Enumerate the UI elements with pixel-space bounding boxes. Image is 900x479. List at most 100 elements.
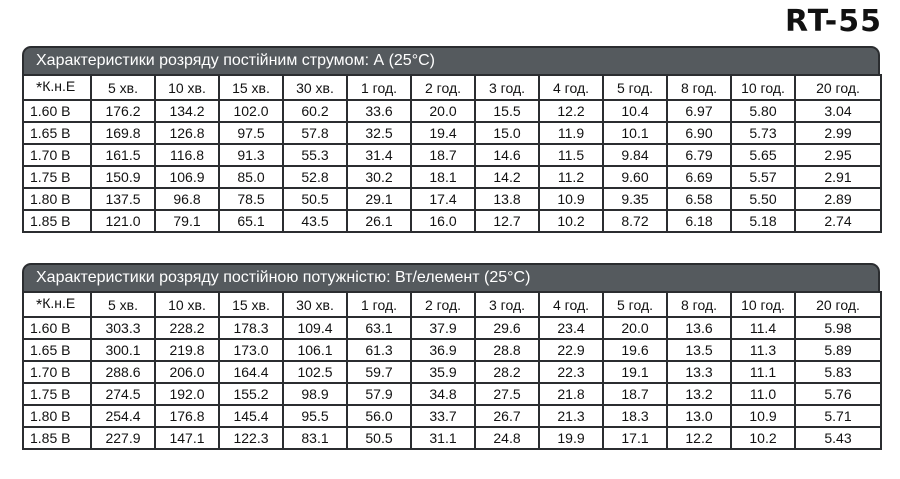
value-cell: 6.58 (666, 187, 732, 211)
value-cell: 254.4 (90, 404, 156, 428)
value-cell: 5.65 (730, 143, 796, 167)
value-cell: 35.9 (410, 360, 476, 384)
value-cell: 116.8 (154, 143, 220, 167)
header-label: К.н.Е (42, 295, 76, 311)
value-cell: 3.04 (794, 99, 882, 123)
table-row: 1.75 В 274.5 192.0 155.2 98.9 57.9 34.8 27.5 21.… (22, 382, 882, 406)
value-cell: 2.89 (794, 187, 882, 211)
value-cell: 9.60 (602, 165, 668, 189)
constant-power-table: *К.н.Е 5 хв. 10 хв. 15 хв. 30 хв. 1 год. 2 год… (22, 291, 882, 450)
value-cell: 23.4 (538, 316, 604, 340)
value-cell: 10.2 (730, 426, 796, 450)
value-cell: 6.18 (666, 209, 732, 233)
header-cell-duration: 8 год. (666, 74, 732, 101)
value-cell: 28.8 (474, 338, 540, 362)
value-cell: 24.8 (474, 426, 540, 450)
footnote-marker: * (36, 297, 43, 314)
value-cell: 19.1 (602, 360, 668, 384)
value-cell: 13.2 (666, 382, 732, 406)
value-cell: 192.0 (154, 382, 220, 406)
voltage-cell: 1.65 В (22, 121, 92, 145)
header-cell-duration: 15 хв. (218, 74, 284, 101)
header-row: *К.н.Е 5 хв. 10 хв. 15 хв. 30 хв. 1 год. 2 год… (22, 74, 882, 101)
value-cell: 228.2 (154, 316, 220, 340)
value-cell: 33.6 (346, 99, 412, 123)
value-cell: 206.0 (154, 360, 220, 384)
value-cell: 16.0 (410, 209, 476, 233)
value-cell: 34.8 (410, 382, 476, 406)
value-cell: 31.4 (346, 143, 412, 167)
value-cell: 11.2 (538, 165, 604, 189)
value-cell: 11.0 (730, 382, 796, 406)
table-title: Характеристики розряду постійною потужні… (22, 263, 880, 291)
value-cell: 6.69 (666, 165, 732, 189)
value-cell: 109.4 (282, 316, 348, 340)
voltage-cell: 1.65 В (22, 338, 92, 362)
value-cell: 50.5 (346, 426, 412, 450)
table-row: 1.65 В 300.1 219.8 173.0 106.1 61.3 36.9 28.8 22… (22, 338, 882, 362)
model-title: RT-55 (784, 4, 882, 39)
value-cell: 12.2 (538, 99, 604, 123)
table-title: Характеристики розряду постійним струмом… (22, 46, 880, 74)
value-cell: 18.7 (602, 382, 668, 406)
value-cell: 11.3 (730, 338, 796, 362)
value-cell: 19.9 (538, 426, 604, 450)
value-cell: 137.5 (90, 187, 156, 211)
header-cell-duration: 5 хв. (90, 291, 156, 318)
value-cell: 5.80 (730, 99, 796, 123)
value-cell: 28.2 (474, 360, 540, 384)
value-cell: 26.1 (346, 209, 412, 233)
value-cell: 12.7 (474, 209, 540, 233)
value-cell: 169.8 (90, 121, 156, 145)
voltage-cell: 1.70 В (22, 143, 92, 167)
value-cell: 32.5 (346, 121, 412, 145)
table-row: 1.60 В 176.2 134.2 102.0 60.2 33.6 20.0 15.5 12.… (22, 99, 882, 123)
value-cell: 18.7 (410, 143, 476, 167)
value-cell: 219.8 (154, 338, 220, 362)
header-cell-duration: 5 год. (602, 74, 668, 101)
value-cell: 11.4 (730, 316, 796, 340)
value-cell: 5.71 (794, 404, 882, 428)
value-cell: 106.9 (154, 165, 220, 189)
value-cell: 17.1 (602, 426, 668, 450)
value-cell: 55.3 (282, 143, 348, 167)
value-cell: 5.89 (794, 338, 882, 362)
value-cell: 52.8 (282, 165, 348, 189)
value-cell: 288.6 (90, 360, 156, 384)
header-cell-duration: 1 год. (346, 291, 412, 318)
header-cell-duration: 30 хв. (282, 74, 348, 101)
value-cell: 2.74 (794, 209, 882, 233)
value-cell: 83.1 (282, 426, 348, 450)
value-cell: 36.9 (410, 338, 476, 362)
value-cell: 14.6 (474, 143, 540, 167)
value-cell: 150.9 (90, 165, 156, 189)
voltage-cell: 1.80 В (22, 187, 92, 211)
value-cell: 5.76 (794, 382, 882, 406)
value-cell: 85.0 (218, 165, 284, 189)
value-cell: 78.5 (218, 187, 284, 211)
value-cell: 96.8 (154, 187, 220, 211)
value-cell: 11.5 (538, 143, 604, 167)
value-cell: 27.5 (474, 382, 540, 406)
value-cell: 176.8 (154, 404, 220, 428)
voltage-cell: 1.75 В (22, 382, 92, 406)
voltage-cell: 1.60 В (22, 316, 92, 340)
value-cell: 5.50 (730, 187, 796, 211)
header-cell-duration: 30 хв. (282, 291, 348, 318)
value-cell: 12.2 (666, 426, 732, 450)
constant-power-table-block: Характеристики розряду постійною потужні… (22, 263, 882, 450)
value-cell: 26.7 (474, 404, 540, 428)
header-cell-duration: 10 год. (730, 74, 796, 101)
value-cell: 61.3 (346, 338, 412, 362)
constant-current-table: *К.н.Е 5 хв. 10 хв. 15 хв. 30 хв. 1 год. 2 год… (22, 74, 882, 233)
header-cell-duration: 4 год. (538, 74, 604, 101)
header-cell-duration: 4 год. (538, 291, 604, 318)
table-row: 1.70 В 288.6 206.0 164.4 102.5 59.7 35.9 28.2 22… (22, 360, 882, 384)
value-cell: 5.18 (730, 209, 796, 233)
table-row: 1.80 В 137.5 96.8 78.5 50.5 29.1 17.4 13.8 10.9 9… (22, 187, 882, 211)
value-cell: 63.1 (346, 316, 412, 340)
value-cell: 102.0 (218, 99, 284, 123)
value-cell: 227.9 (90, 426, 156, 450)
value-cell: 178.3 (218, 316, 284, 340)
voltage-cell: 1.60 В (22, 99, 92, 123)
